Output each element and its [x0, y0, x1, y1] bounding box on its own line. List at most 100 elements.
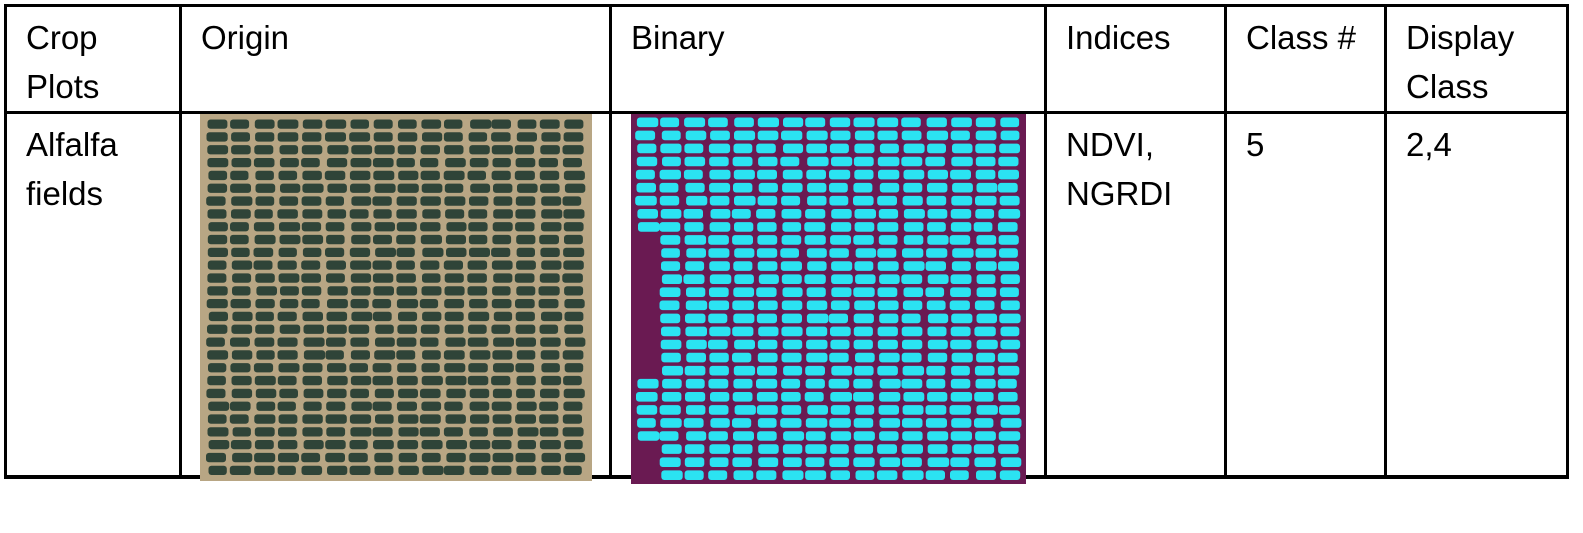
crop-plot [539, 234, 559, 245]
crop-plot [422, 465, 444, 475]
crop-plot [830, 300, 850, 311]
crop-plot [974, 457, 996, 467]
crop-plot [733, 287, 755, 297]
crop-plot [491, 324, 511, 334]
crop-plot [854, 261, 874, 271]
crop-plot [877, 326, 898, 337]
crop-plot [372, 260, 392, 270]
crop-plot [372, 427, 393, 437]
crop-plot [563, 375, 582, 386]
crop-plot [733, 470, 754, 480]
crop-plot [515, 337, 536, 347]
crop-plot [301, 145, 323, 155]
crop-plot [253, 247, 274, 257]
crop-plot [685, 378, 705, 389]
crop-plot [303, 337, 325, 347]
crop-plot [207, 183, 228, 193]
crop-plot [901, 274, 923, 284]
crop-plot [563, 465, 582, 475]
crop-plot [684, 444, 705, 454]
crop-plot [901, 444, 923, 454]
crop-plot [660, 339, 682, 350]
crop-plot [254, 119, 275, 129]
crop-plot [925, 287, 945, 297]
crop-plot [877, 287, 898, 297]
crop-plot [807, 182, 827, 193]
crop-plot [564, 324, 584, 334]
crop-plot [372, 401, 392, 411]
crop-plot [230, 119, 250, 129]
origin-aerial-image [200, 114, 592, 481]
crop-plot [279, 222, 301, 232]
crop-plot [659, 300, 680, 311]
crop-plot [758, 274, 779, 284]
crop-plot [854, 143, 875, 154]
crop-plot [733, 143, 753, 154]
crop-plot [326, 311, 348, 322]
crop-plot [541, 465, 561, 475]
crop-plot [951, 156, 973, 167]
crop-plot [443, 170, 465, 181]
crop-plot [327, 375, 348, 386]
crop-plot [207, 119, 228, 129]
crop-plot [277, 401, 296, 411]
crop-plot [879, 143, 899, 154]
crop-plot [758, 182, 778, 193]
crop-plot [686, 287, 706, 297]
crop-plot [976, 235, 997, 245]
crop-plot [445, 209, 465, 219]
crop-plot [685, 300, 708, 311]
crop-plot [398, 414, 419, 424]
crop-plot [539, 324, 559, 334]
crop-plot [829, 182, 848, 193]
crop-plot [828, 313, 848, 324]
crop-plot [563, 401, 583, 411]
crop-plot [926, 195, 947, 206]
crop-plot [806, 169, 826, 180]
crop-plot [708, 378, 729, 389]
crop-plot [757, 235, 778, 245]
crop-plot [758, 326, 779, 337]
crop-plot [901, 130, 922, 141]
crop-plot [231, 196, 253, 206]
crop-plot [301, 260, 321, 270]
crop-plot [396, 273, 416, 283]
crop-plot [782, 222, 802, 232]
crop-plot [327, 299, 348, 309]
crop-plot [927, 209, 948, 219]
crop-plot [805, 117, 826, 128]
crop-plot [398, 427, 419, 437]
crop-plot [302, 183, 324, 193]
crop-plot [491, 299, 512, 309]
crop-plot [637, 378, 659, 389]
crop-plot [830, 326, 851, 337]
crop-plot [879, 352, 900, 363]
crop-plot [516, 132, 537, 142]
crop-plot [515, 222, 535, 232]
crop-plot [661, 470, 683, 480]
crop-plot [757, 169, 777, 180]
crop-plot [876, 470, 898, 480]
crop-plot [302, 119, 323, 129]
crop-plot [397, 132, 418, 142]
crop-plot [686, 405, 706, 415]
crop-plot [756, 287, 777, 297]
crop-plot [420, 324, 440, 334]
crop-plot [783, 431, 805, 441]
crop-plot [325, 222, 345, 232]
crop-plot [421, 375, 443, 386]
crop-plot [516, 234, 536, 245]
crop-plot [396, 350, 416, 360]
crop-plot [853, 182, 873, 193]
crop-plot [757, 431, 777, 441]
crop-plot [253, 158, 275, 168]
crop-plot [733, 169, 755, 180]
crop-plot [254, 234, 276, 245]
crop-plot [951, 195, 973, 206]
crop-plot [660, 313, 681, 324]
crop-plot [925, 470, 945, 480]
crop-plot [807, 195, 827, 206]
crop-plot [467, 170, 486, 181]
crop-plot [782, 169, 803, 180]
crop-plot [853, 117, 875, 128]
